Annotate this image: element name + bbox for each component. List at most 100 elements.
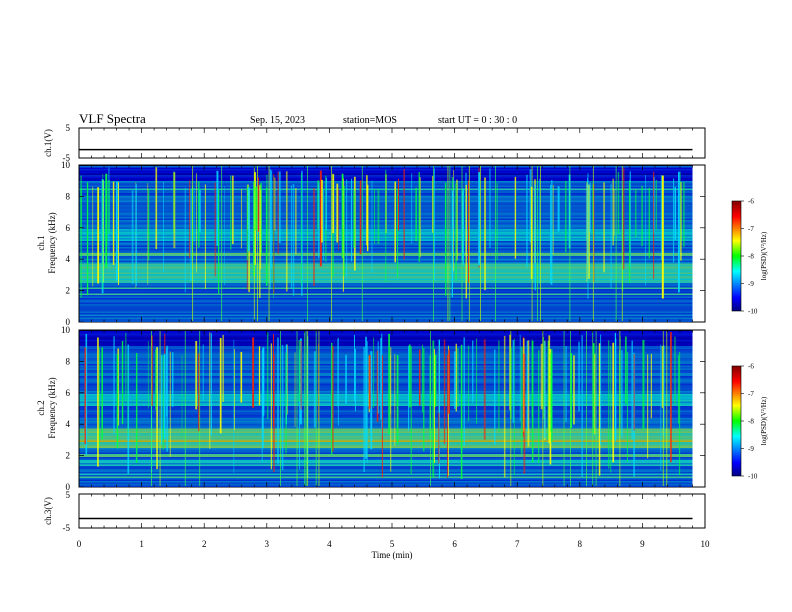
spectrogram-band bbox=[79, 467, 693, 469]
spectrogram-band bbox=[79, 430, 693, 432]
ch1-colorbar-ticks: -6 -7 -8 -9 -10 bbox=[741, 198, 758, 316]
spectrogram-band bbox=[79, 475, 693, 477]
spectrogram-band bbox=[79, 380, 693, 382]
spectrogram-band bbox=[79, 418, 693, 420]
spectrogram-band bbox=[79, 332, 693, 334]
spectrogram-band bbox=[79, 422, 693, 424]
spectrogram-band bbox=[79, 296, 693, 298]
spectrogram-band bbox=[79, 392, 693, 394]
spectrogram-band bbox=[79, 365, 693, 367]
spectrogram-band bbox=[79, 391, 693, 393]
spectrogram-band bbox=[79, 352, 693, 354]
ch2-frequency-ticks: 0 2 4 6 8 10 bbox=[61, 325, 705, 492]
spectrogram-band bbox=[79, 313, 693, 315]
freq-tick-label: 8 bbox=[66, 356, 71, 366]
ch2-spectrogram-panel: 0 2 4 6 8 10 ch.2 Frequency (kHz) bbox=[36, 325, 706, 492]
spectrogram-band bbox=[79, 319, 693, 321]
spectrogram-band bbox=[79, 434, 693, 436]
spectrogram-band bbox=[79, 416, 693, 418]
spectrogram-band bbox=[79, 337, 693, 339]
ch2-colorbar-scale bbox=[731, 365, 742, 477]
figure-station: station=MOS bbox=[343, 115, 397, 126]
ch2-colorbar: -6 -7 -8 -9 -10 log(PSD)(V²/Hz) bbox=[731, 363, 768, 481]
ch1-voltage-ticks bbox=[78, 128, 706, 158]
freq-tick-label: 0 bbox=[66, 317, 71, 327]
spectrogram-band bbox=[79, 401, 693, 403]
spectrogram-band bbox=[79, 314, 693, 316]
spectrogram-band bbox=[79, 407, 693, 409]
spectrogram-band bbox=[79, 298, 693, 300]
spectrogram-band bbox=[79, 302, 693, 304]
spectrogram-band bbox=[79, 341, 693, 343]
time-axis-label: Time (min) bbox=[372, 550, 413, 560]
spectrogram-band bbox=[79, 470, 693, 472]
ch1-ylabel-channel: ch.1 bbox=[36, 235, 46, 250]
spectrogram-band bbox=[79, 425, 693, 427]
ch1-spectrogram-image bbox=[79, 165, 693, 322]
time-tick-label: 10 bbox=[701, 539, 711, 549]
spectrogram-band bbox=[79, 353, 693, 355]
colorbar-tick-label: -8 bbox=[748, 418, 754, 426]
spectrogram-band bbox=[79, 440, 693, 442]
spectrogram-band bbox=[79, 335, 693, 337]
spectrogram-band bbox=[79, 431, 693, 433]
spectrogram-band bbox=[79, 424, 693, 426]
spectrogram-band bbox=[79, 464, 693, 466]
spectrogram-band bbox=[79, 334, 693, 336]
time-tick-label: 9 bbox=[640, 539, 645, 549]
spectrogram-band bbox=[79, 454, 693, 456]
freq-tick-label: 6 bbox=[66, 223, 71, 233]
spectrogram-band bbox=[79, 379, 693, 381]
freq-tick-label: 4 bbox=[66, 254, 71, 264]
freq-tick-label: 4 bbox=[66, 419, 71, 429]
time-tick-label: 4 bbox=[327, 539, 332, 549]
spectrogram-band bbox=[79, 373, 693, 375]
spectrogram-band bbox=[79, 452, 693, 454]
freq-tick-label: 10 bbox=[61, 160, 71, 170]
spectrogram-band bbox=[79, 331, 693, 333]
spectrogram-band bbox=[79, 358, 693, 360]
colorbar-tick-label: -10 bbox=[748, 308, 758, 316]
spectrogram-band bbox=[79, 484, 693, 486]
ch1-frequency-ticks: 0 2 4 6 8 10 bbox=[61, 160, 705, 327]
spectrogram-band bbox=[79, 455, 693, 457]
ch1-spectrogram-panel: 0 2 4 6 8 10 ch.1 Frequency (kHz) bbox=[36, 160, 706, 327]
spectrogram-band bbox=[79, 377, 693, 379]
time-tick-label: 2 bbox=[202, 539, 207, 549]
spectrogram-band bbox=[79, 409, 693, 411]
colorbar-tick-label: -7 bbox=[748, 225, 754, 233]
spectrogram-band bbox=[79, 478, 693, 480]
colorbar-tick-label: -9 bbox=[748, 445, 754, 453]
colorbar-tick-label: -7 bbox=[748, 390, 754, 398]
spectrogram-band bbox=[79, 415, 693, 417]
spectrogram-band bbox=[79, 397, 693, 399]
ch1-voltage-ylabel: ch.1(V) bbox=[43, 129, 53, 157]
spectrogram-band bbox=[79, 320, 693, 322]
ch3-voltage-panel: 5 -5 ch.3(V) bbox=[43, 490, 706, 533]
spectrogram-band bbox=[79, 383, 693, 385]
spectrogram-band bbox=[79, 347, 693, 349]
spectrogram-band bbox=[79, 479, 693, 481]
spectrogram-band bbox=[79, 289, 693, 291]
colorbar-tick-label: -10 bbox=[748, 473, 758, 481]
spectrogram-band bbox=[79, 385, 693, 387]
spectrogram-band bbox=[79, 367, 693, 369]
spectrogram-band bbox=[79, 395, 693, 397]
spectrogram-band bbox=[79, 356, 693, 358]
spectrogram-band bbox=[79, 439, 693, 441]
spectrogram-band bbox=[79, 382, 693, 384]
figure-start-time: start UT = 0 : 30 : 0 bbox=[438, 115, 517, 126]
ch2-spectrogram-image bbox=[79, 330, 693, 487]
time-tick-label: 6 bbox=[452, 539, 457, 549]
spectrogram-band bbox=[79, 473, 693, 475]
ch2-colorbar-ticks: -6 -7 -8 -9 -10 bbox=[741, 363, 758, 481]
colorbar-tick-label: -9 bbox=[748, 280, 754, 288]
spectrogram-band bbox=[79, 428, 693, 430]
freq-tick-label: 2 bbox=[66, 286, 71, 296]
spectrogram-band bbox=[79, 290, 693, 292]
spectrogram-band bbox=[79, 413, 693, 415]
spectrogram-band bbox=[79, 310, 693, 312]
spectrogram-band bbox=[79, 445, 693, 447]
ch2-ylabel-frequency: Frequency (kHz) bbox=[47, 377, 57, 438]
